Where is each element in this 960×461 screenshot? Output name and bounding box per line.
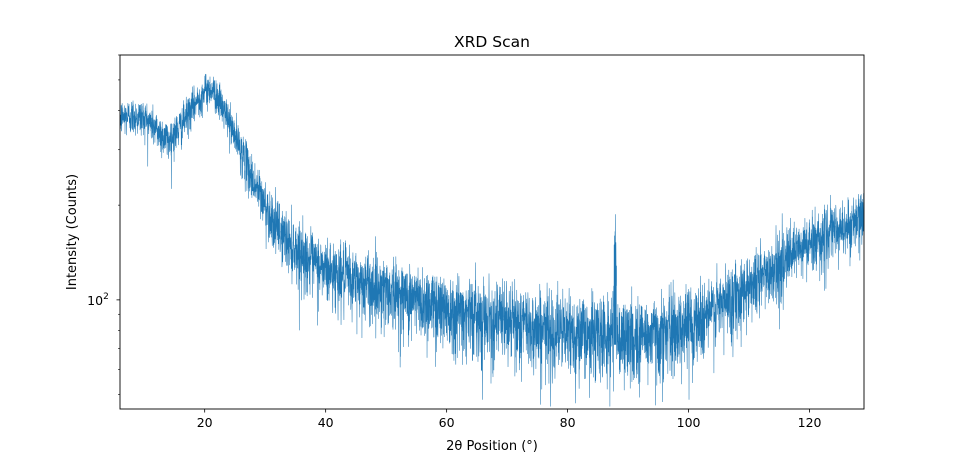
series-line: [120, 73, 864, 407]
y-tick-label: 102: [87, 292, 109, 308]
plot-area: [120, 73, 864, 407]
x-tick-label: 40: [318, 415, 334, 430]
x-axis-ticks: 20 40 60 80 100 120: [197, 409, 822, 430]
x-tick-label: 80: [560, 415, 576, 430]
x-axis-label: 2θ Position (°): [446, 439, 538, 454]
series-spike: [613, 231, 617, 345]
x-tick-label: 20: [197, 415, 213, 430]
chart-title: XRD Scan: [454, 33, 530, 51]
x-tick-label: 100: [677, 415, 701, 430]
x-tick-label: 120: [798, 415, 822, 430]
y-axis-ticks: 102: [87, 54, 120, 395]
x-tick-label: 60: [439, 415, 455, 430]
plot-frame: [119, 54, 865, 410]
y-axis-label: Intensity (Counts): [65, 174, 80, 290]
